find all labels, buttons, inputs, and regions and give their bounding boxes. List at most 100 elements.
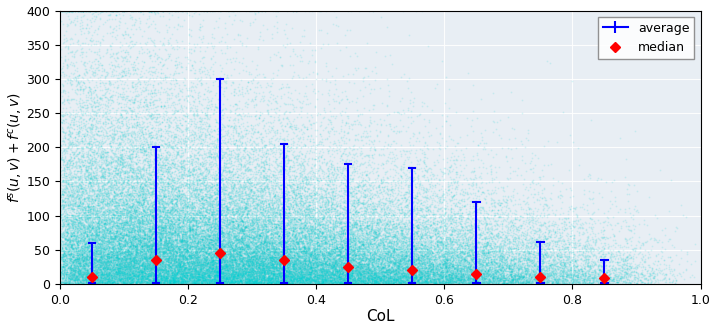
Point (436, 270, 448, 275)
Point (280, 266, 291, 271)
Point (239, 270, 251, 276)
Point (140, 139, 151, 145)
Point (379, 250, 391, 255)
Point (337, 253, 348, 258)
Point (576, 220, 588, 225)
Point (163, 255, 174, 261)
Point (418, 195, 430, 200)
Point (366, 261, 377, 266)
Point (155, 213, 167, 218)
Point (324, 276, 336, 281)
Point (206, 44, 218, 49)
Point (407, 265, 418, 270)
Point (118, 244, 130, 249)
Point (144, 245, 155, 250)
Point (440, 269, 452, 274)
Point (266, 141, 278, 147)
Point (87, 236, 98, 242)
Point (178, 279, 189, 284)
Point (211, 230, 223, 235)
Point (583, 265, 594, 270)
Point (153, 185, 164, 190)
Point (440, 238, 452, 243)
Point (225, 271, 236, 276)
Point (81, 219, 92, 225)
Point (271, 246, 282, 251)
Point (442, 273, 454, 279)
Point (289, 198, 300, 203)
Point (253, 260, 264, 266)
Point (106, 206, 117, 211)
Point (229, 243, 241, 248)
Point (288, 260, 299, 265)
Point (349, 275, 360, 280)
Point (121, 252, 132, 258)
Point (157, 199, 168, 204)
Point (163, 255, 174, 261)
Point (115, 268, 126, 273)
Point (205, 265, 216, 271)
Point (163, 220, 174, 225)
Point (229, 175, 241, 180)
Point (174, 239, 185, 244)
Point (362, 264, 374, 270)
Point (151, 237, 163, 243)
Point (125, 227, 136, 233)
Point (488, 257, 500, 262)
Point (231, 137, 242, 143)
Point (462, 272, 473, 277)
Point (289, 233, 301, 238)
Point (248, 268, 260, 273)
Point (509, 250, 521, 255)
Point (324, 279, 336, 284)
Point (123, 262, 135, 267)
Point (150, 270, 161, 275)
Point (309, 254, 321, 259)
Point (417, 246, 428, 251)
Point (83, 141, 95, 146)
Point (392, 265, 403, 271)
Point (305, 251, 316, 257)
Point (375, 269, 387, 274)
Point (149, 252, 160, 257)
Point (309, 280, 321, 285)
Point (334, 252, 345, 258)
Point (63, 274, 74, 279)
Point (448, 278, 460, 283)
Point (436, 217, 448, 223)
Point (296, 185, 307, 191)
Point (243, 164, 254, 169)
Point (95, 267, 107, 272)
Point (89, 216, 100, 221)
Point (500, 260, 512, 265)
Point (59, 200, 71, 205)
Point (503, 276, 514, 281)
Point (63, 128, 74, 134)
Point (389, 257, 400, 262)
Point (169, 262, 180, 268)
Point (125, 277, 136, 282)
Point (271, 274, 282, 280)
Point (95, 237, 106, 242)
Point (173, 264, 184, 269)
Point (345, 276, 357, 281)
Point (340, 140, 352, 145)
Point (132, 173, 143, 178)
Point (311, 266, 323, 271)
Point (212, 280, 223, 285)
Point (193, 213, 204, 218)
Point (69, 21, 81, 27)
Point (334, 267, 346, 272)
Point (141, 263, 153, 269)
Point (503, 249, 515, 254)
Point (253, 253, 265, 258)
Point (251, 236, 262, 242)
Point (343, 276, 354, 281)
Point (198, 208, 209, 214)
Point (425, 275, 437, 280)
Point (440, 250, 452, 255)
Point (124, 261, 135, 267)
Point (235, 249, 246, 255)
Point (325, 259, 337, 264)
Point (57, 251, 69, 257)
